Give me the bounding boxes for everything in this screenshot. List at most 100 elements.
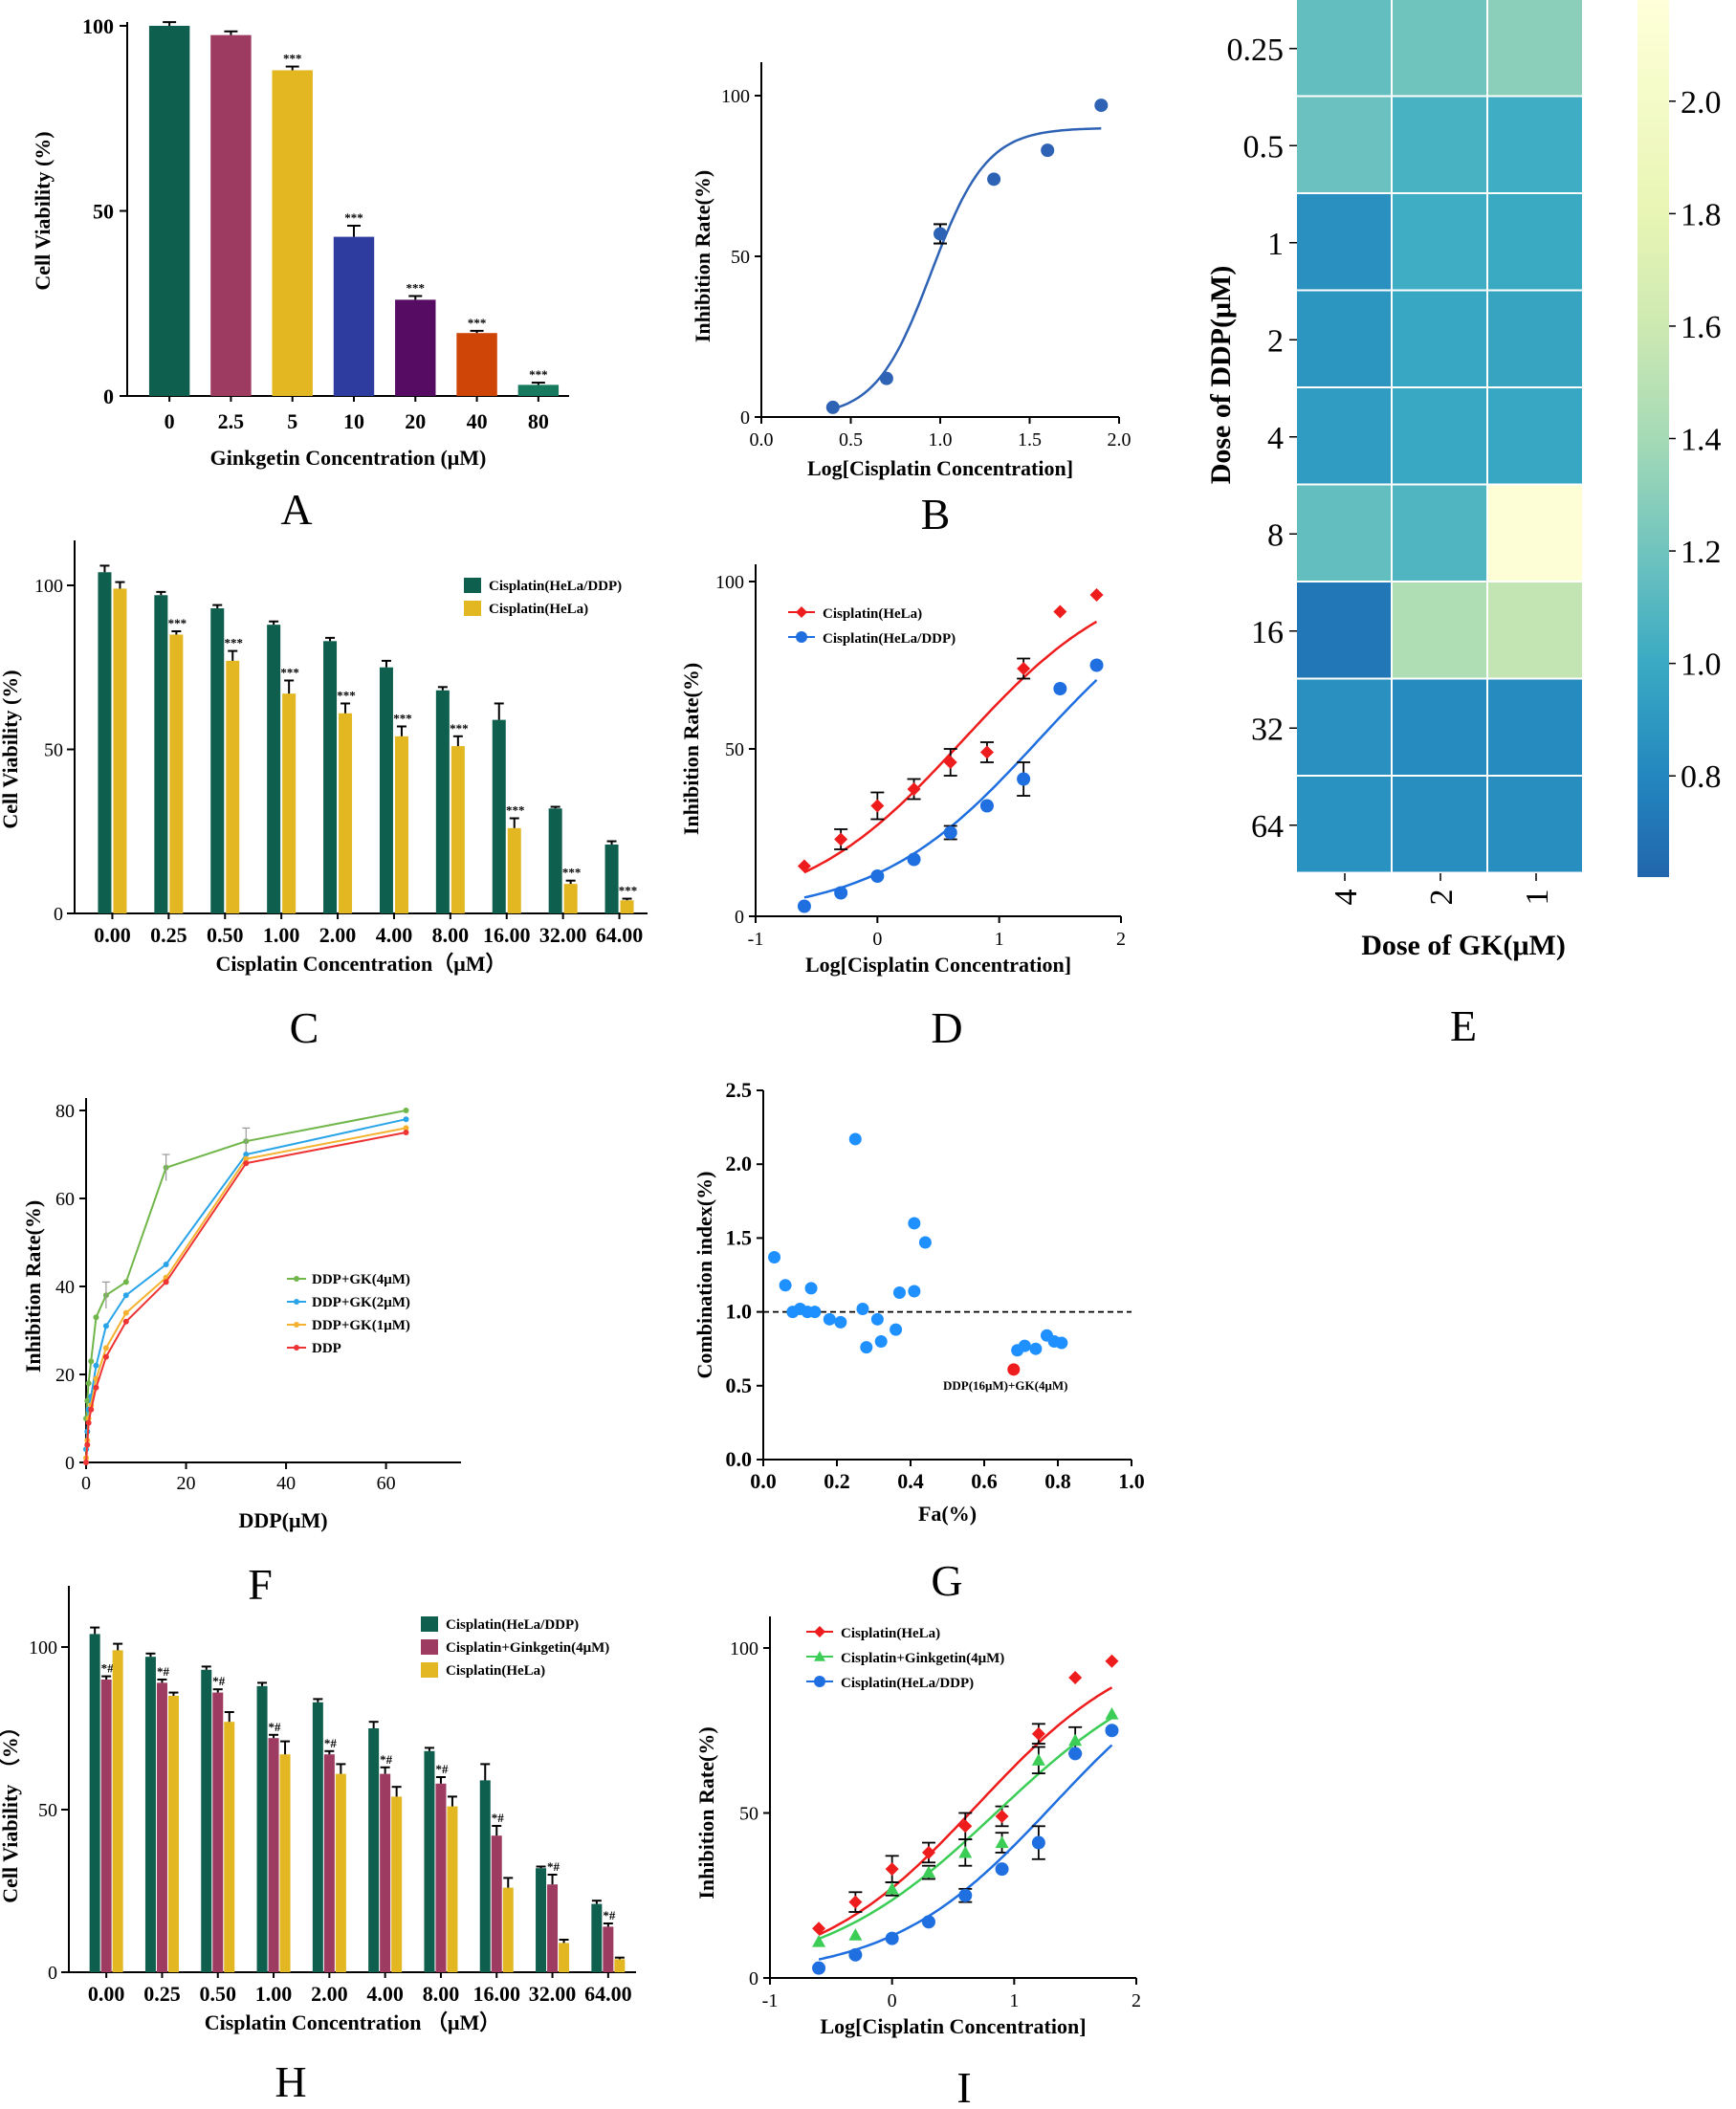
g-point — [834, 1315, 847, 1329]
i-legend-marker — [814, 1626, 825, 1637]
h-xtick-label: 4.00 — [366, 1982, 404, 2006]
panel-label-h: H — [275, 2057, 306, 2106]
h-significance: *# — [380, 1752, 393, 1767]
e-heatmap-cell — [1393, 485, 1486, 581]
h-ytick-label: 0 — [48, 1963, 57, 1984]
f-point — [93, 1314, 99, 1321]
b-xtick-label: 2.0 — [1108, 429, 1132, 450]
b-ytick-label: 50 — [731, 247, 750, 268]
g-ytick-label: 0.0 — [726, 1447, 753, 1471]
f-point — [88, 1358, 95, 1365]
c-bar — [339, 713, 353, 913]
i-point — [1068, 1733, 1083, 1747]
h-bar — [224, 1722, 235, 1972]
i-point — [921, 1845, 935, 1859]
d-point — [1089, 588, 1104, 602]
g-point — [1029, 1342, 1043, 1355]
g-point — [892, 1286, 906, 1300]
g-point — [779, 1279, 792, 1292]
c-bar — [154, 595, 168, 913]
h-bar — [156, 1682, 167, 1972]
i-point — [848, 1928, 863, 1941]
h-significance: *# — [157, 1664, 170, 1679]
i-legend-label: Cisplatin+Ginkgetin(4μM) — [841, 1651, 1004, 1666]
g-point — [860, 1341, 873, 1354]
h-bar — [368, 1728, 380, 1972]
i-xtick-label: -1 — [762, 1990, 779, 2011]
h-bar — [112, 1650, 123, 1972]
d-ytick-label: 100 — [715, 572, 744, 593]
g-xtick-label: 0.8 — [1044, 1469, 1071, 1493]
c-bar — [492, 719, 506, 913]
g-xtick-label: 1.0 — [1118, 1469, 1145, 1493]
a-bar — [148, 26, 190, 396]
d-fit-curve — [803, 679, 1098, 899]
c-ytick-label: 0 — [54, 904, 63, 925]
f-point — [122, 1292, 129, 1299]
g-point — [870, 1312, 884, 1326]
c-significance: *** — [168, 616, 187, 630]
f-point — [243, 1155, 250, 1162]
h-xtick-label: 8.00 — [423, 1982, 460, 2006]
c-xtick-label: 0.25 — [150, 923, 187, 947]
i-point — [995, 1862, 1009, 1877]
f-point — [122, 1309, 129, 1316]
h-bar — [603, 1926, 614, 1972]
e-heatmap-cell — [1488, 582, 1582, 678]
g-x-label: Fa(%) — [918, 1502, 977, 1526]
f-point — [403, 1125, 409, 1131]
c-xtick-label: 0.00 — [94, 923, 131, 947]
b-ytick-label: 100 — [721, 86, 750, 107]
d-legend-marker — [796, 631, 807, 643]
c-bar — [98, 572, 112, 913]
f-point — [93, 1362, 99, 1369]
d-point — [1053, 682, 1067, 695]
d-x-label: Log[Cisplatin Concentration] — [805, 953, 1071, 977]
a-bar — [395, 299, 436, 396]
c-xtick-label: 8.00 — [432, 923, 470, 947]
a-bar — [456, 333, 497, 396]
h-significance: *# — [435, 1762, 449, 1776]
d-point — [943, 825, 957, 840]
e-ytick-label: 4 — [1267, 421, 1284, 456]
e-colorbar-label: 1.8 — [1681, 197, 1722, 232]
g-point — [848, 1132, 862, 1146]
e-ytick-label: 0.5 — [1243, 129, 1285, 165]
h-xtick-label: 16.00 — [473, 1982, 521, 2006]
b-fit-curve — [832, 127, 1102, 410]
f-point — [102, 1345, 109, 1351]
f-legend-label: DDP+GK(2μM) — [312, 1295, 410, 1310]
e-heatmap-cell — [1297, 582, 1391, 678]
b-point — [934, 227, 947, 241]
d-ytick-label: 50 — [725, 739, 744, 760]
g-point — [1018, 1339, 1031, 1352]
f-point — [243, 1160, 250, 1167]
panel-label-f: F — [248, 1560, 273, 1609]
h-ytick-label: 100 — [29, 1637, 57, 1659]
g-xtick-label: 0.6 — [971, 1469, 998, 1493]
e-heatmap-cell — [1488, 388, 1582, 484]
g-ytick-label: 2.0 — [726, 1152, 753, 1175]
i-point — [812, 1935, 826, 1947]
d-point — [1017, 662, 1031, 675]
g-xtick-label: 0.4 — [897, 1469, 924, 1493]
panel-label-e: E — [1450, 1001, 1477, 1050]
i-point — [1105, 1724, 1119, 1738]
b-point — [1094, 99, 1109, 113]
b-xtick-label: 1.5 — [1018, 429, 1042, 450]
f-point — [102, 1353, 109, 1360]
e-heatmap-cell — [1488, 194, 1582, 290]
h-bar — [323, 1754, 335, 1972]
d-y-label: Inhibition Rate(%) — [679, 663, 703, 835]
h-bar — [380, 1773, 391, 1972]
i-point — [1068, 1747, 1083, 1761]
c-significance: *** — [225, 636, 244, 650]
i-point — [812, 1922, 826, 1936]
i-point — [1068, 1671, 1083, 1685]
i-point — [958, 1819, 973, 1834]
a-significance: *** — [468, 316, 487, 330]
e-heatmap-cell — [1488, 485, 1582, 581]
g-point — [808, 1306, 822, 1319]
g-xtick-label: 0.2 — [824, 1469, 850, 1493]
b-x-label: Log[Cisplatin Concentration] — [807, 456, 1073, 480]
